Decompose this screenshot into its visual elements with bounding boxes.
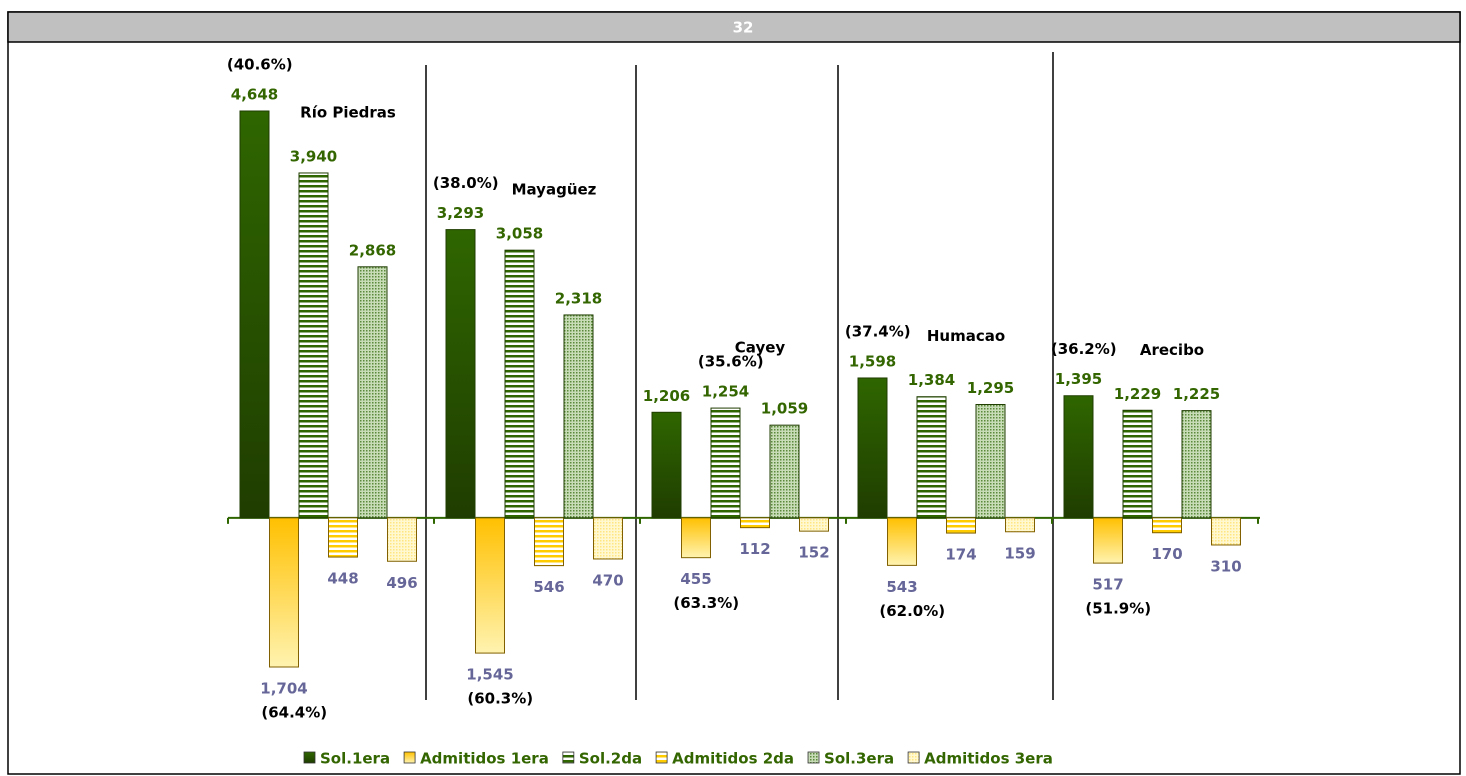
annotation-top: (35.6%) <box>698 353 764 371</box>
value-label: 3,058 <box>496 225 543 243</box>
legend-label: Sol.2da <box>579 750 642 768</box>
legend-swatch <box>907 751 920 764</box>
value-label: 1,598 <box>849 352 896 370</box>
value-label: 2,318 <box>555 289 602 307</box>
campus-label: Humacao <box>927 327 1005 345</box>
bar <box>1181 410 1212 519</box>
bar <box>298 172 329 519</box>
value-label: 1,545 <box>466 666 513 684</box>
campus-label: Cayey <box>735 339 786 357</box>
annotation-bottom: (64.4%) <box>261 704 327 722</box>
bar <box>534 517 564 567</box>
bar <box>504 249 535 519</box>
annotation-bottom: (62.0%) <box>879 602 945 620</box>
legend-label: Admitidos 1era <box>420 750 549 768</box>
value-label: 112 <box>739 540 770 558</box>
legend-swatch <box>807 751 820 764</box>
value-label: 1,704 <box>260 680 307 698</box>
legend-label: Sol.1era <box>320 750 390 768</box>
annotation-bottom: (51.9%) <box>1085 600 1151 618</box>
value-label: 470 <box>592 571 623 589</box>
bar <box>387 517 417 562</box>
value-label: 310 <box>1210 557 1241 575</box>
legend-label: Sol.3era <box>824 750 894 768</box>
bar <box>946 517 976 534</box>
bar <box>475 517 505 654</box>
bar <box>799 517 829 532</box>
bar <box>1093 517 1123 564</box>
legend-swatch <box>655 751 668 764</box>
bar <box>1005 517 1035 533</box>
legend-label: Admitidos 3era <box>924 750 1053 768</box>
bar <box>357 266 388 519</box>
value-label: 4,648 <box>231 86 278 104</box>
value-label: 159 <box>1004 544 1035 562</box>
campus-label: Río Piedras <box>300 103 396 121</box>
bar <box>1152 517 1182 534</box>
value-label: 1,395 <box>1055 370 1102 388</box>
annotation-top: (38.0%) <box>433 174 499 192</box>
value-label: 152 <box>798 544 829 562</box>
bar <box>1063 395 1094 519</box>
bar <box>681 517 711 559</box>
value-label: 1,059 <box>761 400 808 418</box>
value-label: 496 <box>386 574 417 592</box>
bar <box>239 110 270 519</box>
value-label: 3,293 <box>437 204 484 222</box>
campus-label: Arecibo <box>1140 341 1204 359</box>
legend-label: Admitidos 2da <box>672 750 794 768</box>
value-label: 448 <box>327 570 358 588</box>
annotation-top: (40.6%) <box>227 56 293 74</box>
legend-swatch <box>403 751 416 764</box>
annotation-top: (37.4%) <box>845 322 911 340</box>
bar <box>740 517 770 529</box>
value-label: 1,225 <box>1173 385 1220 403</box>
value-label: 3,940 <box>290 147 337 165</box>
value-label: 174 <box>945 546 976 564</box>
bar <box>1211 517 1241 546</box>
value-label: 1,254 <box>702 383 749 401</box>
header-bar <box>7 11 1461 43</box>
value-label: 2,868 <box>349 241 396 259</box>
legend-swatch <box>303 751 316 764</box>
value-label: 543 <box>886 578 917 596</box>
bar <box>887 517 917 566</box>
value-label: 455 <box>680 570 711 588</box>
bar <box>593 517 623 560</box>
legend-swatch <box>562 751 575 764</box>
value-label: 1,229 <box>1114 385 1161 403</box>
value-label: 1,384 <box>908 371 955 389</box>
bar <box>916 396 947 519</box>
chart-title: 32 <box>733 19 754 37</box>
value-label: 517 <box>1092 576 1123 594</box>
bar <box>445 229 476 519</box>
value-label: 1,295 <box>967 379 1014 397</box>
bar <box>1122 409 1153 519</box>
bar <box>269 517 299 668</box>
bar <box>857 377 888 519</box>
annotation-top: (36.2%) <box>1051 340 1117 358</box>
bar <box>328 517 358 558</box>
annotation-bottom: (60.3%) <box>467 690 533 708</box>
bar <box>710 407 741 519</box>
value-label: 170 <box>1151 545 1182 563</box>
separators <box>425 52 1054 700</box>
value-label: 1,206 <box>643 387 690 405</box>
bar <box>975 403 1006 519</box>
campus-label: Mayagüez <box>512 181 597 199</box>
bar <box>563 314 594 519</box>
bar <box>651 411 682 519</box>
annotation-bottom: (63.3%) <box>673 594 739 612</box>
bar <box>769 424 800 519</box>
value-label: 546 <box>533 578 564 596</box>
